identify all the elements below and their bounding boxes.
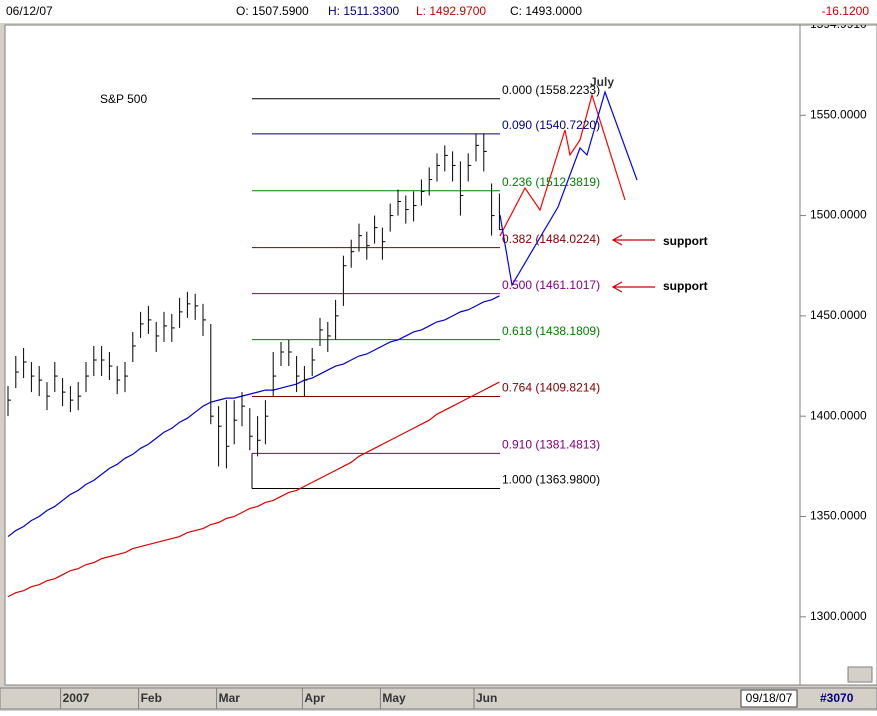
header-low: L: 1492.9700 <box>416 4 486 18</box>
projections <box>499 90 655 293</box>
fib-label: 0.090 (1540.7220) <box>502 118 600 132</box>
time-axis <box>0 687 877 710</box>
fib-label: 0.236 (1512.3819) <box>502 175 600 189</box>
x-tick-label: Mar <box>219 691 241 705</box>
fib-label: 0.000 (1558.2233) <box>502 83 600 97</box>
y-tick-label: 1594.9910 <box>810 17 867 31</box>
x-tick-label: 2007 <box>63 691 90 705</box>
y-tick-label: 1450.0000 <box>810 308 867 322</box>
fib-label: 0.500 (1461.1017) <box>502 278 600 292</box>
fib-label: 0.382 (1484.0224) <box>502 232 600 246</box>
header-high: H: 1511.3300 <box>328 4 399 18</box>
plot-area <box>4 24 801 686</box>
axis-layer: 1594.9910 1550.0000 1500.0000 1450.0000 1400… <box>800 17 867 623</box>
plot-layer: 0.000 (1558.2233) 0.090 (1540.7220) 0.236 … <box>7 83 600 598</box>
moving-average <box>7 295 500 538</box>
header-bar <box>0 0 877 23</box>
header-date: 06/12/07 <box>6 4 53 18</box>
header-change: -16.1200 <box>822 4 870 18</box>
header-open: O: 1507.5900 <box>236 4 309 18</box>
x-tick-label: May <box>382 691 406 705</box>
price-axis <box>799 24 877 686</box>
annotation-july: July <box>590 75 614 89</box>
header-close: C: 1493.0000 <box>510 4 582 18</box>
projection-blue <box>499 90 638 287</box>
fib-label: 0.910 (1381.4813) <box>502 438 600 452</box>
support-arrows <box>611 234 655 293</box>
end-date-box <box>740 689 798 708</box>
y-tick-label: 1300.0000 <box>810 609 867 623</box>
y-tick-label: 1500.0000 <box>810 208 867 222</box>
fib-label: 0.618 (1438.1809) <box>502 324 600 338</box>
y-tick-label: 1550.0000 <box>810 107 867 121</box>
x-tick-label: Apr <box>304 691 325 705</box>
title-group: S&P 500 July support support <box>100 75 708 293</box>
annotation-support: support <box>663 234 708 248</box>
x-tick-label: Jun <box>476 691 497 705</box>
chart-code: #3070 <box>820 691 854 705</box>
end-date: 09/18/07 <box>746 691 793 705</box>
fib-label: 0.764 (1409.8214) <box>502 381 600 395</box>
scale-button[interactable] <box>847 666 873 683</box>
y-tick-label: 1400.0000 <box>810 408 867 422</box>
projection-red <box>499 92 626 237</box>
annotation-support: support <box>663 279 708 293</box>
moving-average <box>7 381 500 598</box>
y-tick-label: 1350.0000 <box>810 509 867 523</box>
fib-label: 1.000 (1363.9800) <box>502 473 600 487</box>
chart-title: S&P 500 <box>100 92 147 106</box>
x-tick-label: Feb <box>141 691 162 705</box>
